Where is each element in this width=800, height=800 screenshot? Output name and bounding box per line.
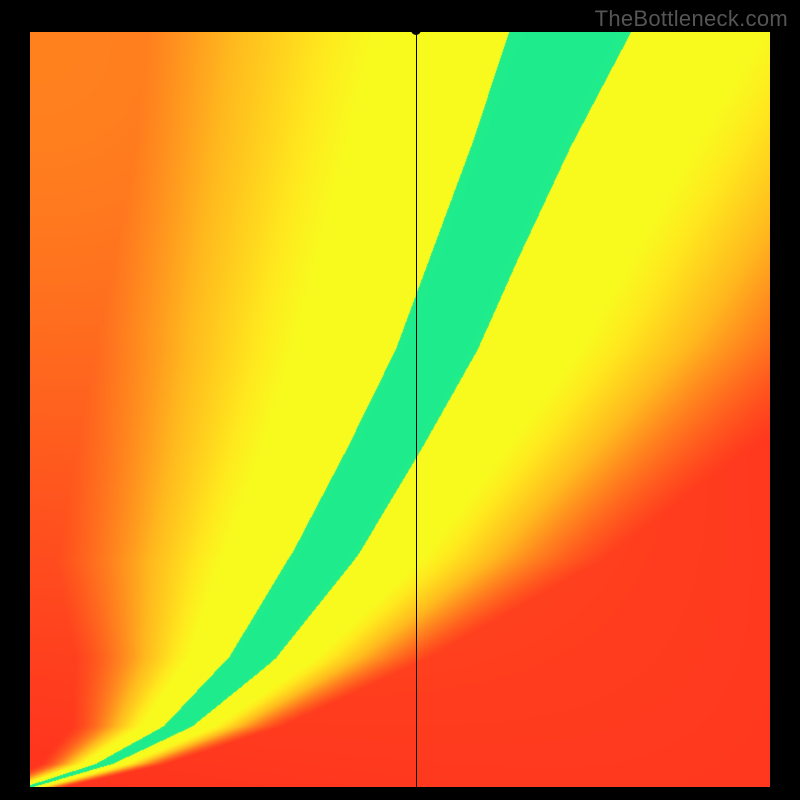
marker-vertical-line xyxy=(416,32,417,787)
chart-container: TheBottleneck.com xyxy=(0,0,800,800)
watermark-text: TheBottleneck.com xyxy=(595,6,788,32)
heatmap-plot xyxy=(30,32,770,787)
marker-dot-icon xyxy=(411,25,421,35)
